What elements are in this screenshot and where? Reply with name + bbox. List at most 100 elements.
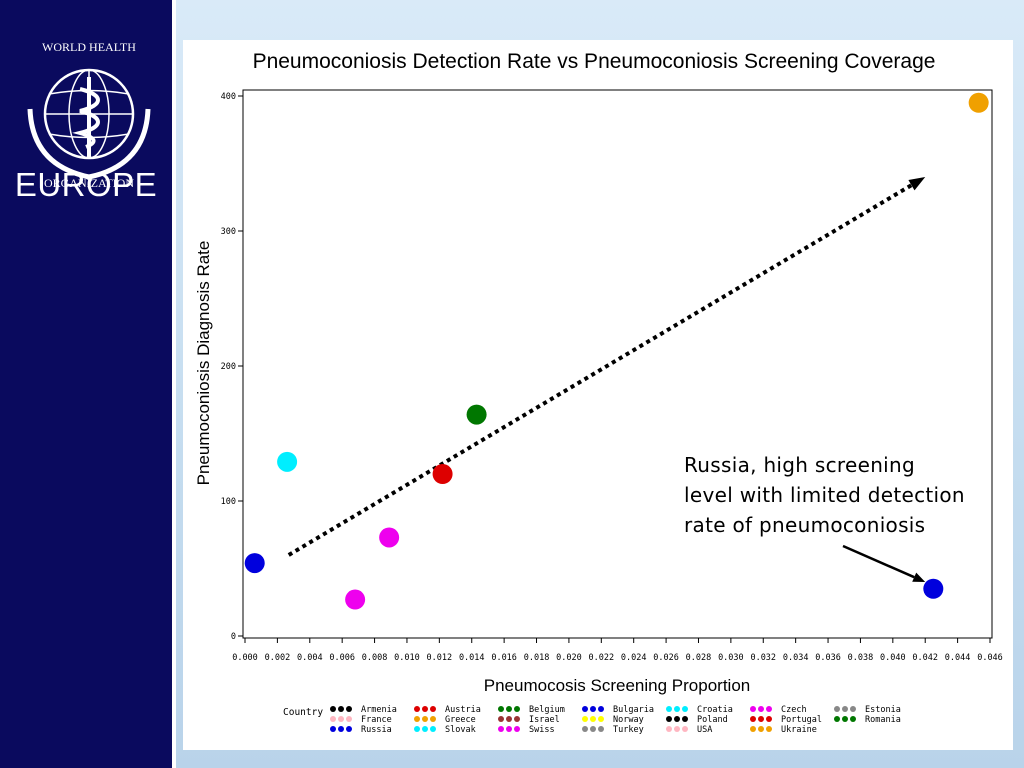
legend-swatch <box>666 706 672 712</box>
x-tick-label: 0.028 <box>686 653 712 663</box>
x-tick-label: 0.032 <box>750 653 776 663</box>
legend-swatch <box>590 726 596 732</box>
legend-swatch <box>498 726 504 732</box>
x-tick-label: 0.040 <box>880 653 906 663</box>
annotation-line: rate of pneumoconiosis <box>684 513 926 537</box>
data-point <box>466 404 487 425</box>
legend-swatch <box>598 706 604 712</box>
y-tick-label: 400 <box>221 92 236 102</box>
trend-line <box>287 183 913 557</box>
legend-swatch <box>346 726 352 732</box>
legend-swatch <box>414 716 420 722</box>
legend-label: Poland <box>697 715 728 725</box>
y-tick-label: 200 <box>221 362 236 372</box>
legend-swatch <box>506 726 512 732</box>
data-point <box>244 553 265 574</box>
legend-label: Norway <box>613 715 644 725</box>
legend-swatch <box>346 706 352 712</box>
legend-swatch <box>582 726 588 732</box>
legend-swatch <box>338 726 344 732</box>
annotation-arrow <box>842 544 926 582</box>
legend-swatch <box>414 726 420 732</box>
x-tick-label: 0.002 <box>265 653 291 663</box>
legend-label: Ukraine <box>781 725 817 735</box>
legend-swatch <box>750 716 756 722</box>
x-tick-label: 0.012 <box>427 653 453 663</box>
trend-arrow <box>287 177 926 557</box>
legend-swatch <box>514 706 520 712</box>
legend-swatch <box>582 716 588 722</box>
pointer-line <box>842 544 915 579</box>
legend-swatch <box>674 706 680 712</box>
x-tick-label: 0.036 <box>815 653 841 663</box>
plot-frame <box>242 89 993 639</box>
y-tick-label: 100 <box>221 497 236 507</box>
legend-swatch <box>430 716 436 722</box>
annotation-text: Russia, high screening level with limite… <box>684 450 1014 540</box>
legend-label: Croatia <box>697 705 733 715</box>
x-tick-label: 0.034 <box>783 653 809 663</box>
legend-title: Country <box>283 707 323 718</box>
data-point <box>432 464 453 484</box>
legend-swatch <box>506 716 512 722</box>
chart-panel: Pneumoconiosis Detection Rate vs Pneumoc… <box>183 40 1013 750</box>
x-tick-label: 0.024 <box>621 653 647 663</box>
legend-label: Russia <box>361 725 392 735</box>
data-points <box>244 92 989 610</box>
legend-swatch <box>766 706 772 712</box>
region-label: EUROPE <box>14 166 158 203</box>
x-tick-label: 0.046 <box>977 653 1003 663</box>
legend-swatch <box>750 706 756 712</box>
x-tick-label: 0.006 <box>329 653 355 663</box>
annotation-line: level with limited detection <box>684 483 965 507</box>
x-tick-label: 0.022 <box>589 653 615 663</box>
data-point <box>379 527 400 548</box>
legend-swatch <box>598 716 604 722</box>
legend-swatch <box>590 706 596 712</box>
legend-swatch <box>338 706 344 712</box>
legend-label: Slovak <box>445 725 476 735</box>
x-tick-label: 0.000 <box>232 653 258 663</box>
legend-swatch <box>330 726 336 732</box>
legend-swatch <box>674 716 680 722</box>
sidebar: WORLD HEALTH ORGANIZATION EUROPE <box>0 0 172 768</box>
trend-arrowhead <box>908 177 926 191</box>
x-tick-label: 0.042 <box>912 653 938 663</box>
legend-label: Belgium <box>529 705 565 715</box>
x-tick-label: 0.026 <box>653 653 679 663</box>
legend-swatch <box>498 716 504 722</box>
legend-swatch <box>514 716 520 722</box>
legend-label: France <box>361 715 392 725</box>
legend-swatch <box>682 716 688 722</box>
pointer-arrowhead <box>912 572 926 582</box>
legend-swatch <box>430 706 436 712</box>
x-tick-label: 0.038 <box>848 653 874 663</box>
y-axis: 0 100 200 300 400 <box>221 92 243 642</box>
legend-swatch <box>514 726 520 732</box>
legend: Country Armenia Austria Belgium Bulgaria Croa… <box>283 705 901 735</box>
legend-swatch <box>666 716 672 722</box>
x-axis: 0.000 0.002 0.004 0.006 0.008 0.010 0.012 0.014… <box>232 638 1003 663</box>
sidebar-divider <box>172 0 176 768</box>
legend-swatch <box>598 726 604 732</box>
legend-label: USA <box>697 725 712 735</box>
legend-label: Czech <box>781 705 807 715</box>
legend-swatch <box>422 726 428 732</box>
legend-label: Turkey <box>613 725 644 735</box>
legend-swatch <box>758 706 764 712</box>
legend-swatch <box>414 706 420 712</box>
legend-label: Romania <box>865 715 901 725</box>
legend-swatch <box>842 706 848 712</box>
legend-swatch <box>682 706 688 712</box>
x-tick-label: 0.016 <box>491 653 517 663</box>
legend-swatch <box>430 726 436 732</box>
who-emblem-icon: WORLD HEALTH ORGANIZATION <box>27 40 151 190</box>
legend-swatch <box>842 716 848 722</box>
y-axis-label: Pneumoconiosis Diagnosis Rate <box>194 241 213 486</box>
legend-swatch <box>758 726 764 732</box>
legend-swatch <box>422 706 428 712</box>
legend-label: Portugal <box>781 715 822 725</box>
legend-label: Swiss <box>529 725 555 735</box>
data-point <box>923 578 944 599</box>
legend-swatch <box>590 716 596 722</box>
